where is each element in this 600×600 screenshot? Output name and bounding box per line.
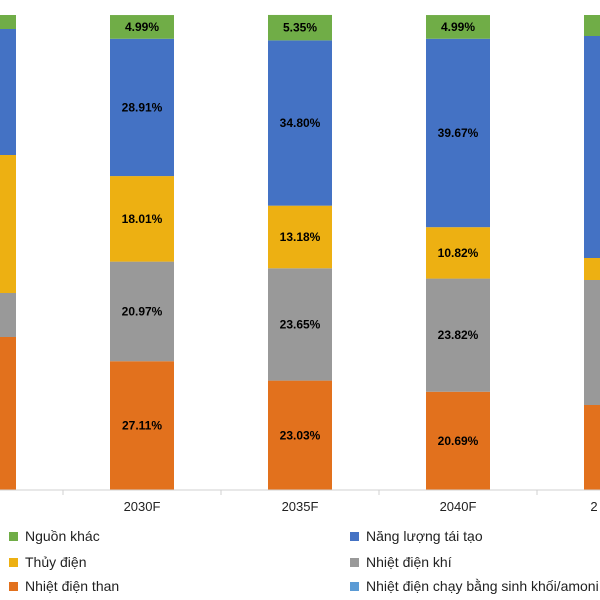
bar-segment [268,380,332,490]
legend-item-nhiet-dien-than: Nhiệt điện than [9,578,119,594]
bar-segment [426,38,490,228]
x-tick-label: 2035F [282,499,319,514]
bar-segment [584,405,600,490]
bar-segment [0,29,16,155]
legend-swatch [350,581,359,591]
data-label: 34.80% [280,116,321,130]
bar-segment [0,155,16,293]
data-label: 20.97% [122,304,163,318]
legend: Nguồn khác Năng lượng tái tạo Thủy điện … [0,520,600,600]
bar-segment [426,391,490,490]
bar-segment [110,176,174,262]
legend-swatch [350,531,359,541]
legend-label: Nhiệt điện than [25,578,120,594]
data-label: 13.18% [280,230,321,244]
data-label: 23.03% [280,428,321,442]
x-tick-label: 2040F [440,499,477,514]
x-tick-label: 2 [590,499,597,514]
bar-segment [110,38,174,177]
bar-segment [0,15,16,29]
bar-segment [584,258,600,280]
bar-segment [584,15,600,36]
data-label: 10.82% [438,246,479,260]
legend-item-nang-luong-tai-tao: Năng lượng tái tạo [350,528,483,544]
data-label: 20.69% [438,434,479,448]
bar-segment [426,15,490,39]
data-label: 23.82% [438,328,479,342]
data-label: 5.35% [283,21,317,35]
bar-segment [426,227,490,279]
legend-label: Năng lượng tái tạo [366,528,483,544]
data-label: 4.99% [125,20,159,34]
data-label: 23.65% [280,317,321,331]
bar-segment [426,278,490,392]
bar-segment [0,293,16,337]
x-axis: 2030F 2035F 2040F 2 [0,489,600,514]
data-label: 28.91% [122,100,163,114]
legend-item-nguon-khac: Nguồn khác [9,528,100,544]
legend-swatch [9,557,18,567]
legend-swatch [9,581,18,591]
x-tick-label: 2030F [124,499,161,514]
bar-segment [268,268,332,381]
legend-item-thuy-dien: Thủy điện [9,554,86,570]
bar-segment [110,361,174,490]
legend-label: Nhiệt điện chạy bằng sinh khối/amoni [366,578,599,594]
bar-segment [584,36,600,258]
legend-item-nhiet-dien-khi: Nhiệt điện khí [350,554,452,570]
legend-label: Nguồn khác [25,528,100,544]
legend-item-nhiet-dien-sinh-khoi: Nhiệt điện chạy bằng sinh khối/amoni [350,578,599,594]
bar-segment [268,40,332,206]
bar-segment [0,337,16,490]
bar-segment [584,280,600,405]
data-label: 18.01% [122,212,163,226]
legend-label: Nhiệt điện khí [366,554,452,570]
data-label: 4.99% [441,20,475,34]
legend-label: Thủy điện [25,554,87,570]
legend-swatch [9,531,18,541]
bar-segment [110,261,174,362]
legend-swatch [350,557,359,567]
bar-segment [268,205,332,269]
bars-group: %%%%27.11%20.97%18.01%28.91%4.99%23.03%2… [0,14,600,490]
data-label: 27.11% [122,419,162,433]
bar-segment [268,14,332,41]
data-label: 39.67% [438,126,479,140]
bar-segment [110,15,174,39]
